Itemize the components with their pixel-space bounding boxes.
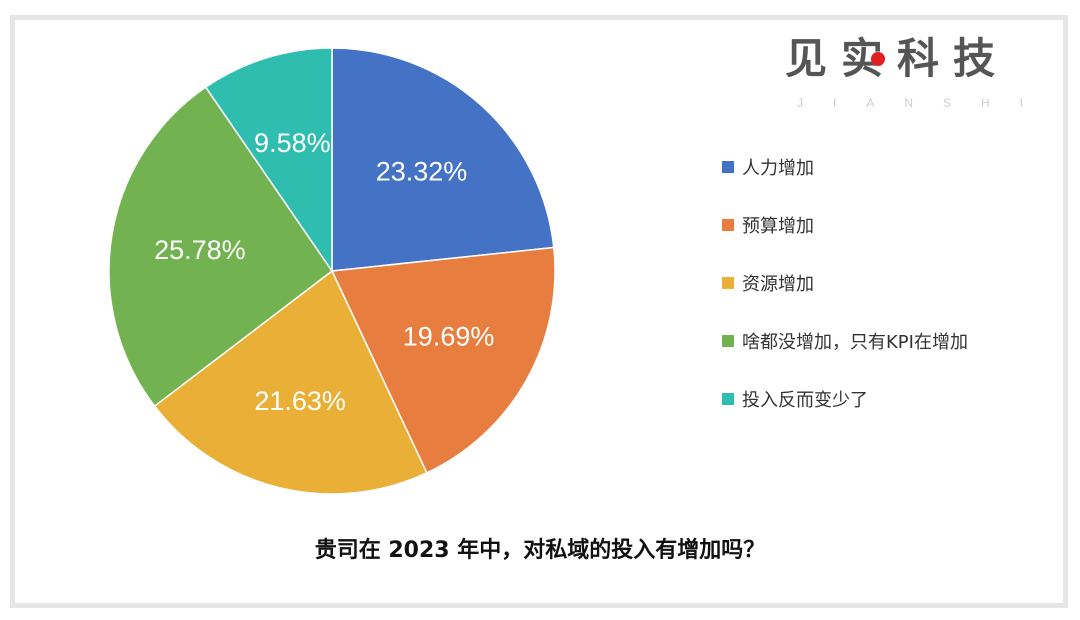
legend-label: 资源增加 (742, 274, 814, 295)
slice-data-label: 19.69% (403, 322, 495, 352)
legend: 人力增加预算增加资源增加啥都没增加，只有KPI在增加 投入反而变少了 (722, 138, 968, 428)
legend-swatch (722, 219, 734, 231)
slice-data-label: 25.78% (154, 235, 246, 265)
legend-swatch (722, 335, 734, 347)
legend-swatch (722, 161, 734, 173)
legend-label: 人力增加 (742, 158, 814, 179)
legend-swatch (722, 393, 734, 405)
legend-label: 投入反而变少了 (742, 390, 868, 411)
pie-slice (153, 269, 428, 495)
slice-data-label: 9.58% (254, 128, 331, 158)
chart-title: 贵司在 2023 年中，对私域的投入有增加吗？ (314, 538, 766, 563)
slice-data-label: 23.32% (376, 157, 468, 187)
pie-slice (108, 86, 334, 408)
legend-item: 预算增加 (722, 196, 968, 254)
slice-data-label: 21.63% (254, 386, 346, 416)
pie-slice (330, 246, 556, 474)
legend-label: 预算增加 (742, 216, 814, 237)
pie-slice (204, 47, 333, 274)
legend-swatch (722, 277, 734, 289)
logo: 见实科技 JIANSHI (785, 36, 1025, 116)
legend-item: 人力增加 (722, 138, 968, 196)
legend-item: 啥都没增加，只有KPI在增加 (722, 312, 968, 370)
legend-label: 啥都没增加，只有KPI在增加 (742, 332, 968, 353)
legend-item: 资源增加 (722, 254, 968, 312)
logo-subtext: JIANSHI (797, 96, 1054, 110)
pie-slice (331, 47, 555, 272)
logo-dot-icon (871, 52, 885, 66)
logo-text: 见实科技 (785, 34, 1010, 83)
legend-item: 投入反而变少了 (722, 370, 968, 428)
